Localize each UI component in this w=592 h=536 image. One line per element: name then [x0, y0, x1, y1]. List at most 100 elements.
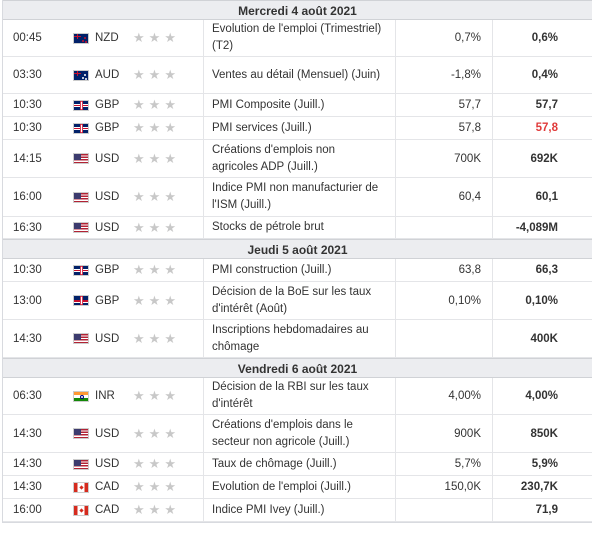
currency-code: NZD — [95, 32, 119, 44]
star-icon: ★ — [148, 67, 161, 82]
event-name[interactable]: Evolution de l'emploi (Trimestriel) (T2) — [212, 23, 382, 52]
star-icon: ★ — [133, 330, 145, 346]
star-icon: ★ — [148, 292, 161, 308]
column-divider — [203, 378, 204, 414]
flag-icon — [73, 476, 89, 498]
forecast-value: 850K — [530, 427, 559, 440]
event-name[interactable]: Indice PMI non manufacturier de l'ISM (J… — [212, 182, 379, 211]
column-divider — [395, 178, 396, 216]
column-divider — [203, 178, 204, 216]
event-name[interactable]: Evolution de l'emploi (Juill.) — [212, 480, 351, 493]
event-time: 14:15 — [13, 152, 42, 165]
forecast-value: 0,6% — [531, 32, 558, 44]
event-name[interactable]: Décision de la RBI sur les taux d'intérê… — [212, 381, 369, 410]
column-divider — [395, 320, 396, 357]
importance-stars: ★ ★ ★ — [133, 282, 183, 319]
currency-code: USD — [95, 221, 120, 234]
flag-icon — [73, 140, 89, 177]
star-icon: ★ — [148, 425, 161, 441]
star-icon: ★ — [148, 388, 161, 403]
flag-icon — [73, 178, 89, 216]
flag-icon — [73, 259, 89, 281]
star-icon: ★ — [133, 502, 145, 517]
event-name[interactable]: Inscriptions hebdomadaires au chômage — [212, 323, 369, 353]
event-name[interactable]: Ventes au détail (Mensuel) (Juin) — [212, 68, 381, 81]
star-icon: ★ — [164, 219, 176, 235]
currency-code: AUD — [95, 69, 120, 81]
day-header: Vendredi 6 août 2021 — [3, 358, 592, 378]
event-name[interactable]: PMI Composite (Juill.) — [212, 98, 325, 111]
currency-code: GBP — [95, 122, 120, 134]
flag-icon — [73, 415, 89, 452]
importance-stars: ★ ★ ★ — [133, 453, 183, 475]
column-divider — [203, 117, 204, 139]
forecast-value: 0,4% — [531, 69, 558, 81]
event-row[interactable]: 10:30 GBP ★ ★ ★ PMI construction (Juill.) 63,8… — [3, 259, 592, 282]
event-row[interactable]: 03:30 AUD ★ ★ ★ Ventes au détail (Mensuel) (J… — [3, 57, 592, 94]
event-row[interactable]: 16:30 USD ★ ★ ★ Stocks de pétrole brut -4,089M — [3, 217, 592, 239]
event-name[interactable]: Créations d'emplois dans le secteur non … — [212, 418, 353, 448]
event-row[interactable]: 16:00 USD ★ ★ ★ Indice PMI non manufacturier … — [3, 178, 592, 217]
event-name[interactable]: Taux de chômage (Juill.) — [212, 457, 337, 470]
importance-stars: ★ ★ ★ — [133, 259, 183, 281]
event-row[interactable]: 14:30 USD ★ ★ ★ Taux de chômage (Juill.) 5,7% 5… — [3, 453, 592, 476]
star-icon: ★ — [148, 479, 161, 494]
star-icon: ★ — [133, 219, 145, 235]
currency-code: INR — [95, 390, 115, 402]
star-icon: ★ — [164, 150, 176, 166]
gb-flag-icon — [73, 264, 89, 276]
column-divider — [203, 140, 204, 177]
event-row[interactable]: 10:30 GBP ★ ★ ★ PMI services (Juill.) 57,8 57,8 — [3, 117, 592, 140]
event-row[interactable]: 14:30 USD ★ ★ ★ Inscriptions hebdomadaires au… — [3, 320, 592, 358]
column-divider — [492, 453, 493, 475]
star-icon: ★ — [133, 292, 145, 308]
star-icon: ★ — [148, 189, 161, 204]
star-icon: ★ — [164, 330, 176, 346]
star-icon: ★ — [164, 292, 176, 308]
column-divider — [492, 320, 493, 357]
forecast-value: 692K — [530, 152, 559, 165]
star-icon: ★ — [133, 120, 145, 135]
event-row[interactable]: 10:30 GBP ★ ★ ★ PMI Composite (Juill.) 57,7 57,… — [3, 94, 592, 117]
column-divider — [492, 94, 493, 116]
flag-icon — [73, 378, 89, 414]
ca-flag-icon — [73, 504, 89, 516]
event-time: 10:30 — [13, 99, 42, 111]
actual-value: 0,7% — [454, 32, 481, 44]
event-row[interactable]: 00:45 NZD ★ ★ ★ Evolution de l'emploi (Trimes… — [3, 20, 592, 57]
event-time: 13:00 — [13, 294, 42, 307]
event-name[interactable]: PMI services (Juill.) — [212, 121, 312, 134]
column-divider — [492, 117, 493, 139]
flag-icon — [73, 282, 89, 319]
actual-value: 700K — [454, 152, 481, 165]
event-row[interactable]: 13:00 GBP ★ ★ ★ Décision de la BoE sur les ta… — [3, 282, 592, 320]
event-row[interactable]: 06:30 INR ★ ★ ★ Décision de la RBI sur les ta… — [3, 378, 592, 415]
currency-code: USD — [95, 332, 120, 345]
column-divider — [395, 20, 396, 56]
event-row[interactable]: 16:00 CAD ★ ★ ★ Indice PMI Ivey (Juill.) 71,9 — [3, 499, 592, 522]
event-name[interactable]: Créations d'emplois non agricoles ADP (J… — [212, 143, 336, 173]
us-flag-icon — [73, 333, 89, 344]
importance-stars: ★ ★ ★ — [133, 320, 183, 357]
event-name[interactable]: Décision de la BoE sur les taux d'intérê… — [212, 285, 372, 315]
star-icon: ★ — [164, 30, 176, 45]
event-time: 16:30 — [13, 221, 42, 234]
column-divider — [492, 140, 493, 177]
event-time: 03:30 — [13, 69, 42, 81]
star-icon: ★ — [164, 120, 176, 135]
column-divider — [492, 282, 493, 319]
event-row[interactable]: 14:30 USD ★ ★ ★ Créations d'emplois dans le s… — [3, 415, 592, 453]
column-divider — [395, 117, 396, 139]
forecast-value: 0,10% — [525, 294, 558, 307]
us-flag-icon — [73, 222, 89, 233]
forecast-value: 57,8 — [535, 122, 558, 134]
star-icon: ★ — [164, 388, 176, 403]
event-name[interactable]: PMI construction (Juill.) — [212, 263, 332, 276]
event-row[interactable]: 14:30 CAD ★ ★ ★ Evolution de l'emploi (Juill.… — [3, 476, 592, 499]
star-icon: ★ — [133, 30, 145, 45]
column-divider — [492, 217, 493, 238]
event-name[interactable]: Indice PMI Ivey (Juill.) — [212, 503, 325, 516]
event-name[interactable]: Stocks de pétrole brut — [212, 221, 324, 233]
event-row[interactable]: 14:15 USD ★ ★ ★ Créations d'emplois non agric… — [3, 140, 592, 178]
star-icon: ★ — [133, 479, 145, 494]
